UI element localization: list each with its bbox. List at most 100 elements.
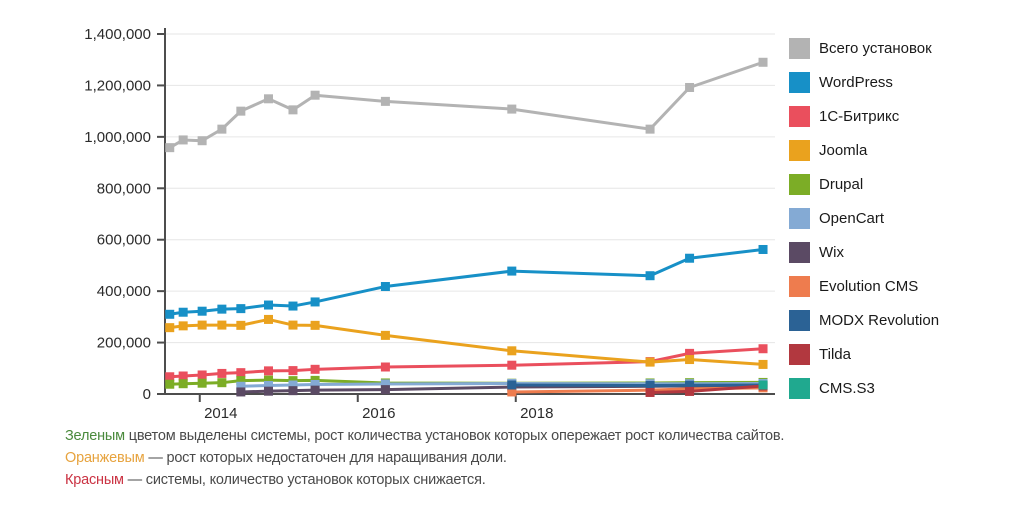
y-axis-label: 1,000,000	[84, 129, 151, 146]
series-marker-0	[288, 105, 298, 115]
y-axis-label: 1,400,000	[84, 26, 151, 43]
series-marker-0	[758, 57, 768, 67]
series-marker-7	[507, 387, 517, 397]
legend-label: MODX Revolution	[819, 312, 940, 329]
legend-swatch	[789, 344, 810, 365]
series-marker-8	[685, 380, 695, 390]
series-marker-8	[507, 380, 517, 390]
legend-label: Joomla	[819, 142, 868, 159]
series-marker-1	[197, 306, 207, 316]
series-marker-2	[380, 362, 390, 372]
y-axis-label: 200,000	[97, 335, 151, 352]
legend-label: 1С-Битрикс	[819, 108, 900, 125]
series-marker-1	[217, 304, 227, 314]
series-marker-4	[236, 376, 246, 386]
y-axis-label: 800,000	[97, 180, 151, 197]
legend-swatch	[789, 208, 810, 229]
series-marker-6	[310, 385, 320, 395]
series-marker-3	[507, 346, 517, 356]
legend-item-1: WordPress	[789, 72, 1014, 93]
y-axis-label: 1,200,000	[84, 77, 151, 94]
legend-label: Wix	[819, 244, 844, 261]
series-marker-1	[685, 253, 695, 263]
series-marker-5	[263, 381, 273, 391]
series-line-8	[511, 383, 764, 388]
series-marker-0	[507, 104, 517, 114]
series-marker-2	[507, 360, 517, 370]
series-marker-2	[178, 371, 188, 381]
legend-swatch	[789, 276, 810, 297]
footnote-orange: Оранжевым — рост которых недостаточен дл…	[65, 450, 985, 466]
series-marker-4	[217, 378, 227, 388]
legend-label: WordPress	[819, 74, 893, 91]
legend-item-0: Всего установок	[789, 38, 1014, 59]
legend-label: Tilda	[819, 346, 851, 363]
x-axis-label: 2016	[362, 405, 395, 422]
series-marker-1	[288, 301, 298, 311]
series-marker-5	[380, 379, 390, 389]
series-marker-5	[288, 380, 298, 390]
series-marker-2	[236, 368, 246, 378]
series-marker-0	[165, 143, 175, 153]
series-marker-0	[178, 135, 188, 145]
legend-swatch	[789, 174, 810, 195]
legend-item-9: Tilda	[789, 344, 1014, 365]
series-marker-1	[263, 300, 273, 310]
series-marker-3	[197, 320, 207, 330]
y-axis-label: 0	[143, 386, 151, 403]
legend-label: CMS.S3	[819, 380, 875, 397]
footnote-red-keyword: Красным	[65, 472, 124, 488]
series-marker-3	[380, 330, 390, 340]
series-line-0	[168, 60, 764, 149]
series-marker-6	[263, 386, 273, 396]
series-marker-2	[217, 368, 227, 378]
series-marker-2	[685, 348, 695, 358]
legend-label: Evolution CMS	[819, 278, 919, 295]
series-marker-10	[758, 380, 768, 390]
series-marker-8	[645, 381, 655, 391]
series-marker-1	[178, 307, 188, 317]
series-marker-0	[310, 90, 320, 100]
series-marker-1	[645, 271, 655, 281]
x-axis-label: 2018	[520, 405, 553, 422]
series-marker-5	[236, 381, 246, 391]
y-axis-label: 400,000	[97, 283, 151, 300]
series-marker-2	[310, 364, 320, 374]
chart-legend: Всего установок WordPress 1С-Битрикс Joomla…	[789, 38, 1014, 412]
legend-item-10: CMS.S3	[789, 378, 1014, 399]
series-marker-3	[178, 321, 188, 331]
legend-item-4: Drupal	[789, 174, 1014, 195]
series-marker-1	[165, 309, 175, 319]
footnote-green-text: цветом выделены системы, рост количества…	[128, 428, 785, 444]
series-marker-1	[236, 304, 246, 314]
series-marker-4	[263, 375, 273, 385]
series-marker-9	[645, 387, 655, 397]
legend-item-3: Joomla	[789, 140, 1014, 161]
series-marker-2	[263, 366, 273, 376]
series-marker-2	[197, 370, 207, 380]
series-marker-5	[310, 379, 320, 389]
footnote-red-text: — системы, количество установок которых …	[127, 472, 486, 488]
series-marker-3	[310, 320, 320, 330]
series-marker-1	[758, 244, 768, 254]
legend-label: Всего установок	[819, 40, 932, 57]
series-marker-3	[217, 320, 227, 330]
legend-label: Drupal	[819, 176, 864, 193]
footnote-green: Зеленым цветом выделены системы, рост ко…	[65, 428, 985, 444]
series-line-2	[169, 347, 764, 379]
series-marker-3	[236, 320, 246, 330]
series-marker-2	[165, 372, 175, 382]
footnote-red: Красным — системы, количество установок …	[65, 472, 985, 488]
series-marker-6	[380, 385, 390, 395]
series-marker-3	[288, 320, 298, 330]
series-marker-2	[288, 366, 298, 376]
legend-item-8: MODX Revolution	[789, 310, 1014, 331]
series-marker-4	[165, 379, 175, 389]
series-marker-3	[758, 359, 768, 369]
series-marker-1	[310, 297, 320, 307]
legend-swatch	[789, 106, 810, 127]
footnotes: Зеленым цветом выделены системы, рост ко…	[65, 428, 985, 494]
legend-swatch	[789, 378, 810, 399]
footnote-orange-keyword: Оранжевым	[65, 450, 145, 466]
